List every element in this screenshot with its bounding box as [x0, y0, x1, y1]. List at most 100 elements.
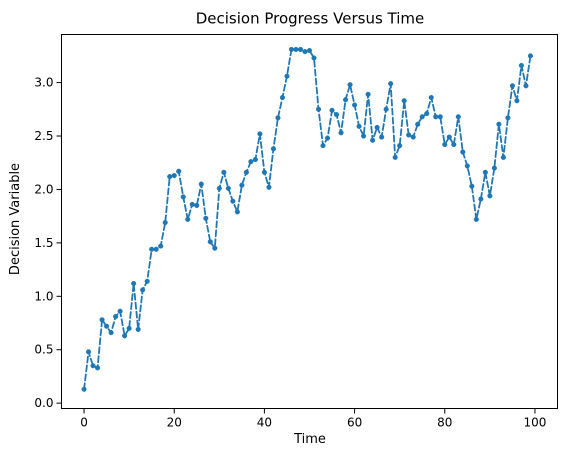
data-point — [406, 132, 412, 138]
data-point — [455, 114, 461, 120]
data-point — [90, 363, 96, 369]
data-point — [419, 114, 425, 120]
data-point — [95, 365, 101, 371]
data-point — [297, 46, 304, 53]
data-point — [99, 317, 105, 323]
data-point — [446, 134, 452, 140]
data-point — [482, 169, 488, 175]
data-point — [514, 98, 520, 104]
data-point — [113, 314, 119, 320]
data-point — [266, 184, 272, 190]
data-point — [140, 287, 146, 293]
data-point — [279, 94, 285, 101]
data-point — [306, 47, 313, 54]
data-point — [131, 280, 137, 287]
data-point — [167, 174, 173, 180]
data-point — [234, 209, 240, 215]
data-point — [500, 154, 506, 160]
data-point — [122, 333, 128, 339]
data-point — [270, 146, 276, 152]
data-point — [144, 278, 150, 284]
data-point — [212, 245, 218, 251]
data-point — [374, 124, 380, 131]
data-point — [451, 142, 457, 148]
data-point — [171, 173, 177, 179]
axis-ticks: 0 20 40 60 80 100 0.0 0.5 1.0 1.5 2.0 2.5 3.0 — [34, 76, 546, 430]
data-point — [343, 97, 349, 103]
data-point — [86, 349, 92, 355]
data-point — [496, 121, 502, 127]
data-point — [338, 130, 344, 136]
x-tick-label: 0 — [80, 416, 88, 430]
data-point — [523, 83, 529, 89]
x-tick-label: 40 — [257, 416, 272, 430]
data-point — [257, 131, 263, 137]
data-point — [207, 239, 213, 245]
data-point — [334, 112, 340, 118]
data-point — [487, 193, 493, 199]
data-point — [464, 163, 470, 169]
data-point — [370, 137, 376, 143]
data-point — [203, 215, 209, 221]
data-point — [352, 102, 358, 108]
y-tick-label: 0.0 — [34, 396, 53, 410]
data-point — [315, 106, 322, 112]
data-point — [162, 220, 168, 226]
data-point — [437, 114, 443, 120]
data-point — [288, 46, 295, 53]
data-point — [252, 156, 258, 163]
data-point — [518, 62, 524, 69]
data-point — [108, 330, 114, 336]
data-point — [176, 168, 182, 174]
data-point — [505, 115, 511, 121]
y-tick-label: 0.5 — [34, 343, 53, 357]
data-point — [356, 123, 362, 129]
data-point — [302, 49, 308, 55]
data-point — [410, 134, 416, 140]
x-tick-label: 60 — [347, 416, 362, 430]
x-tick-label: 20 — [167, 416, 182, 430]
data-point — [320, 143, 326, 149]
data-point — [428, 94, 434, 101]
data-point — [189, 201, 195, 207]
y-tick-label: 1.0 — [34, 289, 53, 303]
x-tick-label: 100 — [524, 416, 547, 430]
data-point — [225, 185, 231, 191]
data-point — [221, 169, 227, 175]
data-point — [135, 326, 141, 332]
series-group — [81, 46, 533, 392]
y-tick-label: 2.5 — [34, 129, 53, 143]
data-point — [460, 149, 466, 155]
x-tick-label: 80 — [437, 416, 452, 430]
data-point — [415, 121, 421, 127]
data-point — [424, 111, 430, 117]
data-point — [275, 115, 281, 121]
data-point — [248, 159, 254, 165]
data-point — [478, 196, 484, 202]
data-point — [365, 91, 371, 97]
data-point — [153, 246, 159, 252]
series-line — [83, 48, 532, 391]
data-point — [311, 55, 317, 61]
data-point — [126, 325, 132, 331]
data-point — [284, 73, 290, 79]
data-point — [347, 82, 353, 88]
x-axis-label: Time — [293, 432, 326, 447]
data-point — [324, 135, 331, 141]
chart-title: Decision Progress Versus Time — [196, 10, 425, 28]
data-point — [433, 114, 439, 120]
data-point — [397, 143, 403, 149]
data-point — [293, 46, 299, 53]
data-point — [379, 134, 385, 140]
data-point — [194, 202, 200, 209]
data-point — [81, 386, 87, 392]
data-point — [230, 198, 236, 204]
plot-frame — [61, 34, 558, 409]
data-point — [243, 169, 249, 175]
data-point — [401, 98, 407, 104]
y-tick-label: 1.5 — [34, 236, 53, 250]
data-point — [117, 308, 123, 314]
data-point — [149, 246, 155, 252]
data-point — [239, 182, 245, 188]
